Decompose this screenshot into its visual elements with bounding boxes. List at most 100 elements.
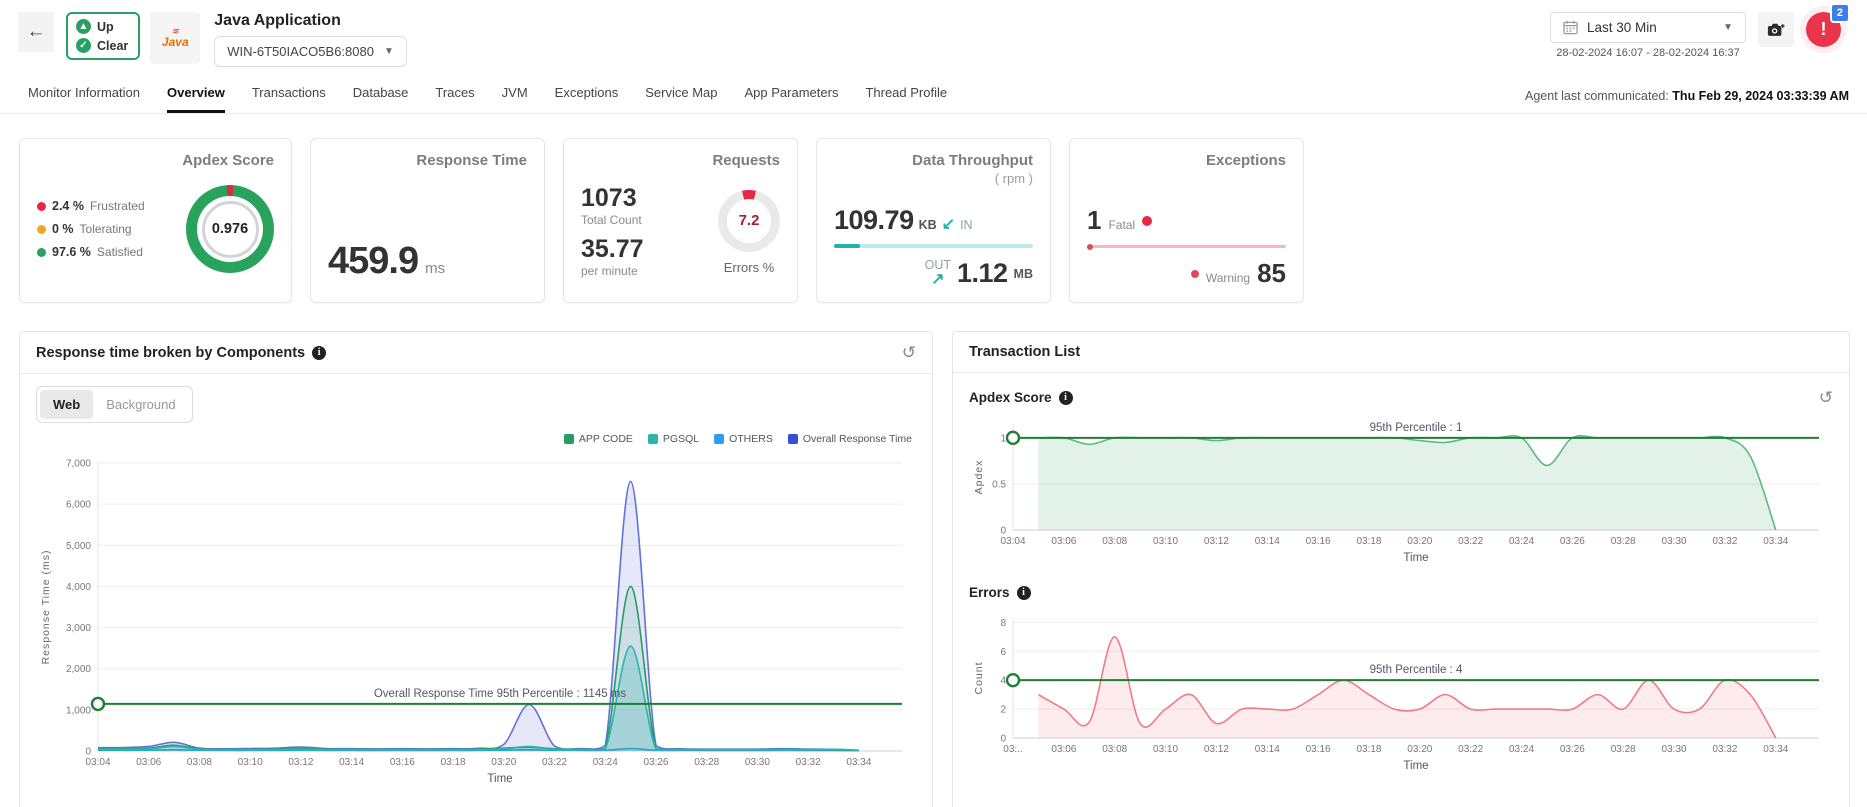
clear-label: Clear [97,38,129,53]
svg-text:03:04: 03:04 [1000,536,1025,547]
legend-swatch-icon [787,434,798,444]
svg-text:1: 1 [1000,433,1006,444]
apdex-score-card: Apdex Score 2.4 % Frustrated 0 % Tolerat… [19,138,292,303]
java-steam-icon: ≋ [171,26,180,36]
throughput-out-row: OUT ↗ 1.12 MB [924,258,1033,288]
check-icon: ✓ [76,38,91,53]
svg-text:03:20: 03:20 [1407,536,1432,547]
apdex-gauge: 0.976 [186,185,274,273]
tab-service-map[interactable]: Service Map [645,85,718,100]
svg-text:03:24: 03:24 [1509,744,1534,755]
panel-title: Response time broken by Components i [36,345,327,361]
svg-text:95th Percentile : 4: 95th Percentile : 4 [1370,664,1463,676]
svg-text:03:26: 03:26 [643,757,668,768]
components-response-time-chart[interactable]: 0 1,000 2,000 3,000 4,000 5,000 6,000 7,000 03:0… [36,447,916,787]
svg-text:03:32: 03:32 [1712,744,1737,755]
back-button[interactable]: ← [18,12,54,52]
svg-text:0.5: 0.5 [992,479,1006,490]
svg-text:03:12: 03:12 [1204,536,1229,547]
response-time-card: Response Time 459.9 ms [310,138,545,303]
card-title: Requests [712,152,780,169]
svg-text:03:10: 03:10 [238,757,263,768]
svg-text:03:22: 03:22 [1458,744,1483,755]
apdex-frustrated-row: 2.4 % Frustrated [37,199,145,213]
svg-text:03:20: 03:20 [491,757,516,768]
svg-text:Apdex: Apdex [973,460,985,495]
svg-text:03:18: 03:18 [1356,536,1381,547]
fatal-dot-icon [1142,215,1153,226]
agent-last-communicated-value: Thu Feb 29, 2024 03:33:39 AM [1672,89,1849,103]
tab-traces[interactable]: Traces [435,85,475,100]
legend-item[interactable]: PGSQL [647,433,699,445]
up-arrow-icon: ▲ [76,19,91,34]
svg-text:03:18: 03:18 [1356,744,1381,755]
svg-text:03:32: 03:32 [796,757,821,768]
svg-text:03:12: 03:12 [288,757,313,768]
tab-database[interactable]: Database [352,85,409,100]
web-background-toggle: Web Background [36,386,193,423]
throughput-in-value: 109.79 [834,205,914,235]
monitor-selector-dropdown[interactable]: WIN-6T50IACO5B6:8080 ▼ [214,36,407,67]
toggle-background[interactable]: Background [106,397,176,412]
svg-text:03:26: 03:26 [1560,536,1585,547]
svg-text:6: 6 [1000,647,1006,658]
history-icon[interactable]: ↺ [1818,388,1833,407]
svg-text:03:08: 03:08 [1102,536,1127,547]
transaction-list-panel: Transaction List Apdex Score i ↺ 0 0.5 1 03… [952,331,1850,807]
time-range-dropdown[interactable]: Last 30 Min ▼ [1550,12,1746,43]
svg-text:03:..: 03:.. [1003,744,1022,755]
camera-plus-icon [1767,23,1785,36]
chevron-down-icon: ▼ [1723,22,1733,33]
legend-item[interactable]: Overall Response Time [787,433,912,445]
svg-text:4: 4 [1000,676,1006,687]
data-throughput-card: Data Throughput ( rpm ) 109.79 KB ↙ IN O… [816,138,1051,303]
arrow-up-right-icon: ↗ [931,270,945,288]
card-subtitle: ( rpm ) [994,171,1033,186]
legend-item[interactable]: OTHERS [714,433,773,445]
arrow-down-left-icon: ↙ [941,216,956,233]
response-time-value: 459.9 [328,240,419,282]
svg-text:03:32: 03:32 [1712,536,1737,547]
agent-last-communicated: Agent last communicated: Thu Feb 29, 202… [1525,89,1849,103]
components-chart-legend: APP CODE PGSQL OTHERS Overall Response Time [36,433,912,445]
svg-text:03:30: 03:30 [1662,744,1687,755]
history-icon[interactable]: ↺ [901,343,916,362]
tab-jvm[interactable]: JVM [501,85,528,100]
tab-overview[interactable]: Overview [167,77,225,113]
svg-text:03:06: 03:06 [1051,536,1076,547]
apdex-score-chart[interactable]: 0 0.5 1 03:04 03:06 03:08 03:10 03:12 03:14 03:16… [969,408,1833,566]
info-icon[interactable]: i [312,345,327,360]
throughput-in-row: 109.79 KB ↙ IN [834,205,973,235]
svg-text:Time: Time [1403,552,1428,564]
svg-text:03:14: 03:14 [339,757,364,768]
svg-text:95th Percentile : 1: 95th Percentile : 1 [1370,422,1463,434]
card-title: Data Throughput [912,152,1033,169]
info-icon[interactable]: i [1016,585,1031,600]
tab-thread-profile[interactable]: Thread Profile [865,85,948,100]
screenshot-button[interactable] [1758,12,1794,47]
tab-transactions[interactable]: Transactions [251,85,326,100]
svg-text:03:16: 03:16 [390,757,415,768]
svg-text:03:06: 03:06 [136,757,161,768]
errors-chart[interactable]: 0 2 4 6 8 03:.. 03:06 03:08 03:10 03:12 03:14 03:16… [969,602,1833,774]
exclamation-icon: ! [1820,19,1827,39]
tab-app-parameters[interactable]: App Parameters [744,85,839,100]
toggle-web[interactable]: Web [40,390,94,419]
header: ← ▲ Up ✓ Clear ≋ Java Java Application W… [0,0,1867,71]
tab-exceptions[interactable]: Exceptions [554,85,619,100]
tolerating-dot-icon [37,224,46,234]
svg-text:3,000: 3,000 [66,623,91,634]
legend-item[interactable]: APP CODE [563,433,633,445]
svg-text:Count: Count [973,661,985,694]
chevron-down-icon: ▼ [383,46,394,57]
warning-dot-icon [1190,269,1199,278]
svg-text:03:16: 03:16 [1306,744,1331,755]
svg-text:03:34: 03:34 [1763,536,1788,547]
svg-text:Response Time (ms): Response Time (ms) [40,550,52,665]
errors-percent-label: Errors % [723,259,775,275]
trend-dot-icon [1087,243,1093,250]
legend-swatch-icon [647,434,658,444]
info-icon[interactable]: i [1058,390,1073,405]
tab-monitor-information[interactable]: Monitor Information [28,85,140,100]
exceptions-trend-line [1087,243,1286,250]
